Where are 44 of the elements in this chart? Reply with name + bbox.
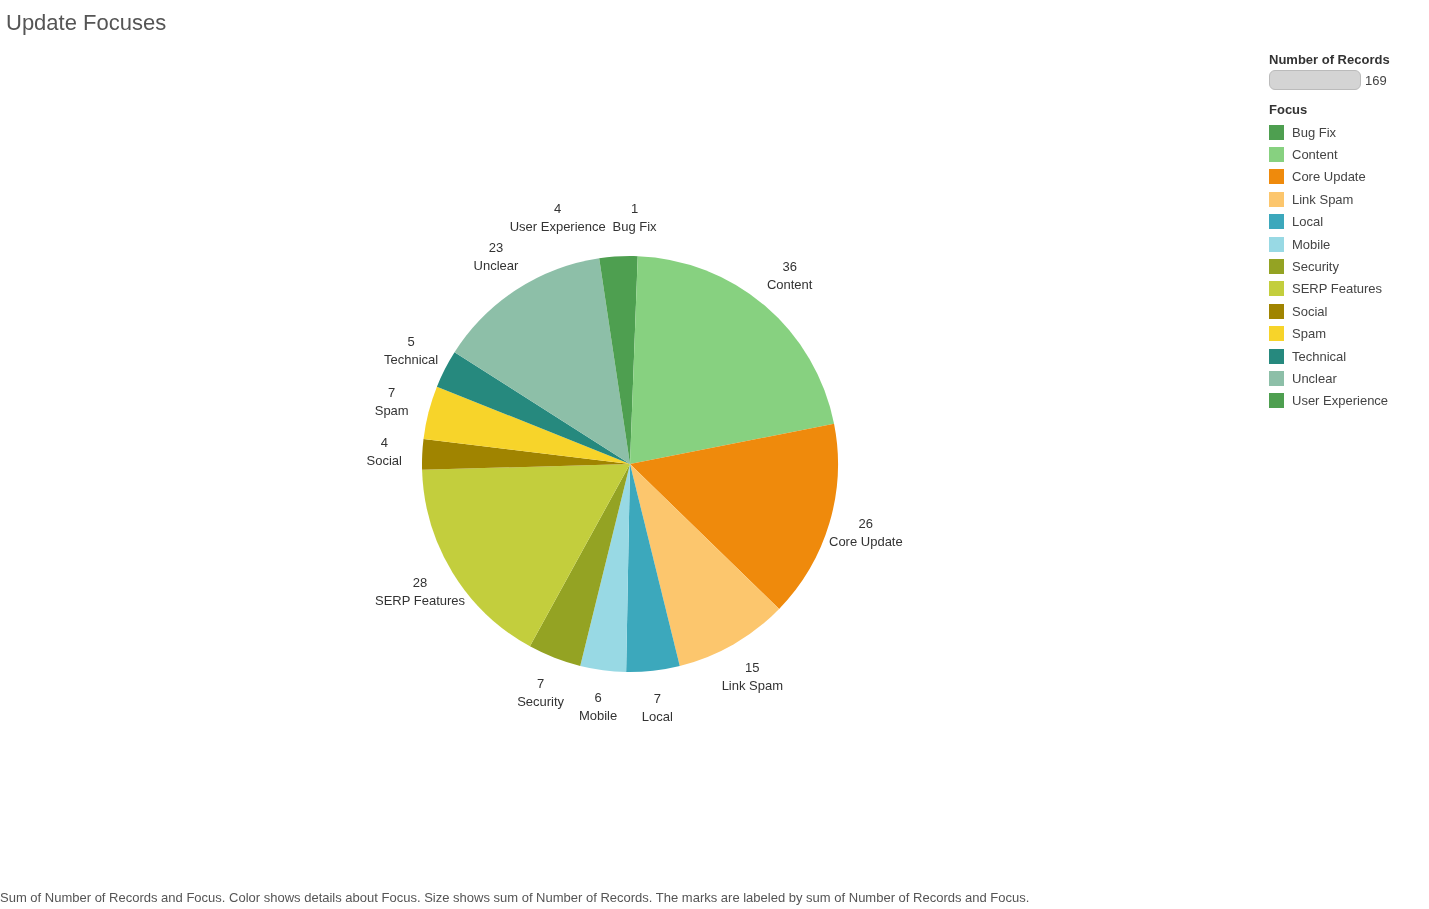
legend-label: Security bbox=[1292, 259, 1339, 275]
data-label: 36 bbox=[782, 259, 797, 275]
slice-label: Content bbox=[766, 277, 813, 293]
data-label: 23 bbox=[488, 240, 504, 256]
data-label: 4 bbox=[554, 201, 562, 217]
legend-label: Bug Fix bbox=[1292, 124, 1337, 140]
legend-label: Core Update bbox=[1292, 169, 1366, 185]
slice-label: Social bbox=[366, 453, 403, 469]
text: Update Focuses bbox=[6, 10, 167, 36]
legend-label: Technical bbox=[1292, 348, 1347, 364]
legend-title: Focus bbox=[1269, 102, 1309, 117]
slice-label: Technical bbox=[384, 352, 439, 368]
slice-label: Security bbox=[517, 693, 565, 709]
data-label: 1 bbox=[630, 200, 639, 216]
legend-label: SERP Features bbox=[1292, 281, 1383, 297]
legend-label: Content bbox=[1292, 147, 1338, 163]
data-label: 7 bbox=[653, 691, 661, 707]
data-label: 15 bbox=[745, 660, 760, 675]
slice-label: Bug Fix bbox=[612, 218, 658, 234]
data-label: 4 bbox=[380, 435, 388, 451]
legend-label: Mobile bbox=[1292, 236, 1331, 252]
slice-label: User Experience bbox=[509, 219, 606, 235]
slice-label: Core Update bbox=[829, 534, 903, 550]
slice-label: Local bbox=[641, 709, 674, 725]
legend-label: Unclear bbox=[1292, 370, 1337, 386]
data-label: 7 bbox=[388, 385, 396, 401]
legend-label: Social bbox=[1292, 303, 1328, 319]
data-label: 7 bbox=[537, 675, 545, 691]
data-label: 28 bbox=[412, 574, 428, 590]
slice-label: Spam bbox=[374, 403, 409, 419]
legend-label: Local bbox=[1292, 214, 1324, 230]
slice-label: SERP Features bbox=[375, 592, 466, 608]
text: Number of Records bbox=[1269, 52, 1391, 67]
legend-label: Spam bbox=[1292, 326, 1326, 342]
text: Sum of Number of Records and Focus. Color shows details about Focus. Size shows sum of Number of Records. The marks are labeled by sum of Number of Records and Focus. bbox=[0, 890, 1030, 905]
slice-label: Mobile bbox=[578, 708, 618, 724]
text: 169 bbox=[1365, 72, 1387, 88]
data-label: 6 bbox=[594, 690, 602, 706]
data-label: 5 bbox=[407, 334, 415, 350]
slice-label: Unclear bbox=[473, 258, 520, 274]
legend-label: User Experience bbox=[1292, 393, 1389, 409]
legend-label: Link Spam bbox=[1292, 191, 1354, 207]
data-label: 26 bbox=[858, 516, 874, 532]
slice-label: Link Spam bbox=[721, 678, 784, 693]
